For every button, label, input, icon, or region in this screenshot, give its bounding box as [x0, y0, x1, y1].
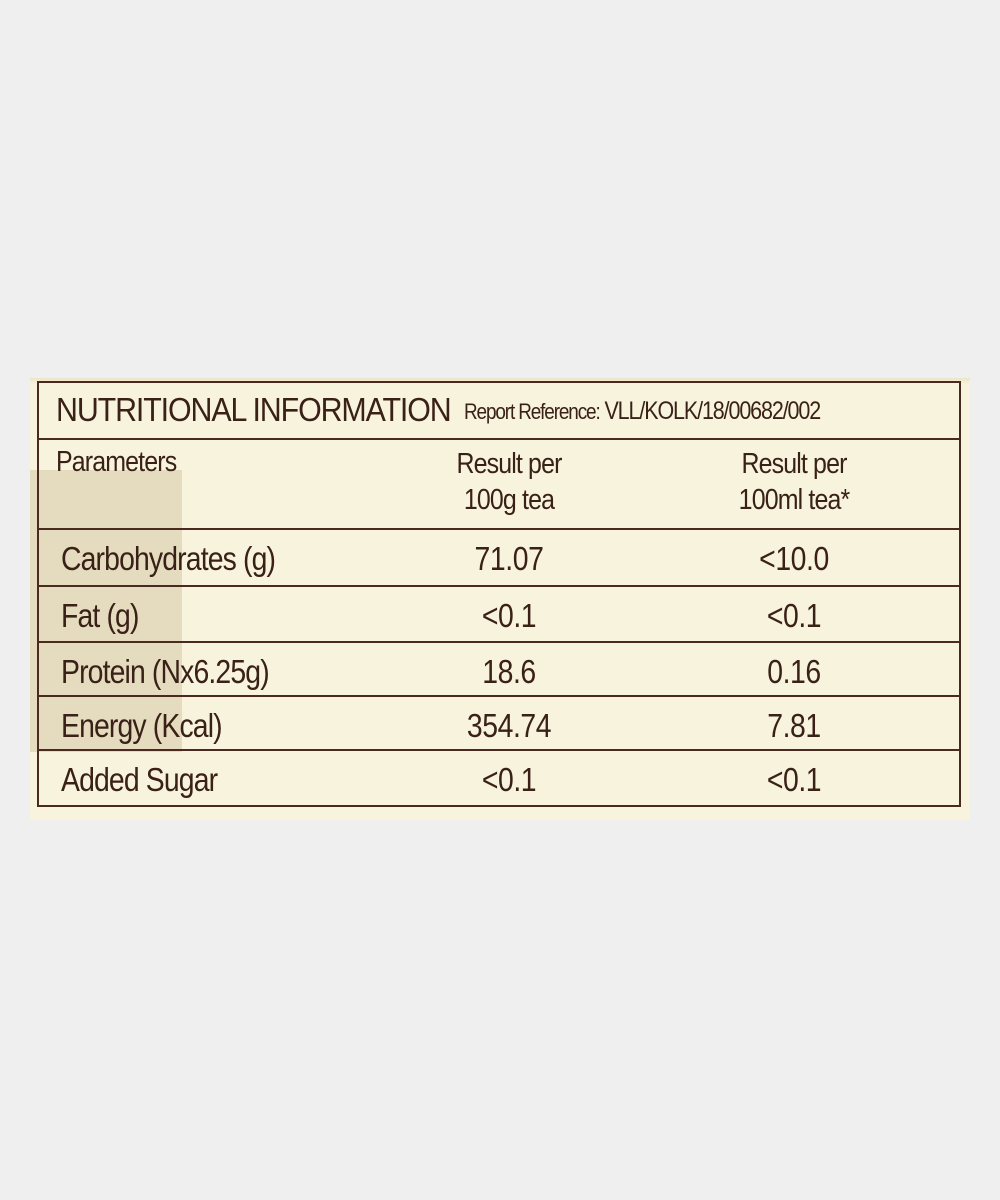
nutrition-label: NUTRITIONAL INFORMATION Report Reference… — [30, 378, 970, 820]
value-per-100g: 18.6 — [482, 653, 536, 690]
value-per-100ml: <10.0 — [759, 540, 829, 577]
table-row: Carbohydrates (g) 71.07 <10.0 — [39, 530, 959, 587]
report-reference-label: Report Reference: — [464, 399, 601, 424]
nutrition-table: NUTRITIONAL INFORMATION Report Reference… — [37, 381, 961, 807]
per-100ml-header: Result per 100ml tea* — [708, 446, 880, 518]
per-100ml-header-line1: Result per — [741, 448, 847, 480]
value-per-100ml: 0.16 — [767, 653, 821, 690]
report-reference: Report Reference: VLL/KOLK/18/00682/002 — [464, 397, 821, 426]
value-per-100g: <0.1 — [481, 761, 537, 798]
value-per-100ml: <0.1 — [766, 761, 822, 798]
per-100g-header: Result per 100g tea — [423, 446, 595, 518]
report-reference-value: VLL/KOLK/18/00682/002 — [604, 397, 821, 425]
label-title: NUTRITIONAL INFORMATION — [56, 391, 452, 428]
parameter-name: Protein (Nx6.25g) — [61, 653, 270, 690]
parameter-name: Carbohydrates (g) — [61, 540, 276, 577]
parameters-header: Parameters — [56, 446, 177, 478]
per-100g-header-line2: 100g tea — [463, 484, 555, 516]
table-row: Energy (Kcal) 354.74 7.81 — [39, 697, 959, 751]
value-per-100ml: 7.81 — [767, 707, 821, 744]
parameter-name: Energy (Kcal) — [61, 707, 223, 744]
value-per-100g: <0.1 — [481, 597, 537, 634]
tape-strip — [30, 470, 182, 752]
title-row: NUTRITIONAL INFORMATION Report Reference… — [39, 383, 959, 440]
value-per-100g: 71.07 — [474, 540, 544, 577]
parameter-name: Added Sugar — [61, 761, 218, 798]
per-100ml-header-line2: 100ml tea* — [738, 484, 851, 516]
value-per-100ml: <0.1 — [766, 597, 822, 634]
table-header-row: Parameters Result per 100g tea Result pe… — [39, 440, 959, 530]
table-row: Fat (g) <0.1 <0.1 — [39, 587, 959, 643]
table-row: Added Sugar <0.1 <0.1 — [39, 751, 959, 805]
per-100g-header-line1: Result per — [456, 448, 562, 480]
value-per-100g: 354.74 — [466, 707, 552, 744]
parameter-name: Fat (g) — [61, 597, 139, 634]
table-row: Protein (Nx6.25g) 18.6 0.16 — [39, 643, 959, 697]
